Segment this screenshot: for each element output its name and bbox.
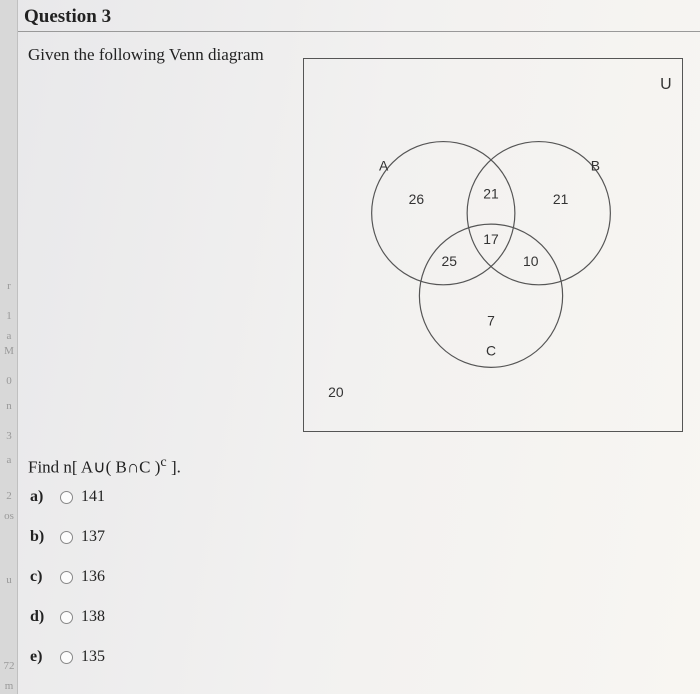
question-title: Question 3 <box>24 6 111 28</box>
option-d[interactable]: d) 138 <box>30 608 105 626</box>
radio-icon[interactable] <box>60 531 73 544</box>
option-value: 135 <box>81 648 105 666</box>
edge-sliver: u <box>0 574 18 586</box>
region-bc: 10 <box>523 253 539 269</box>
option-letter: b) <box>30 528 52 546</box>
edge-sliver: a <box>0 330 18 342</box>
option-e[interactable]: e) 135 <box>30 648 105 666</box>
edge-sliver: n <box>0 400 18 412</box>
prompt-text: Given the following Venn diagram <box>28 45 264 65</box>
edge-sliver: M <box>0 345 18 357</box>
venn-label-b: B <box>591 157 600 173</box>
option-value: 137 <box>81 528 105 546</box>
edge-sliver: 1 <box>0 310 18 322</box>
option-letter: e) <box>30 648 52 666</box>
radio-icon[interactable] <box>60 571 73 584</box>
edge-sliver: os <box>0 510 18 522</box>
radio-icon[interactable] <box>60 491 73 504</box>
option-letter: a) <box>30 488 52 506</box>
option-value: 136 <box>81 568 105 586</box>
option-value: 141 <box>81 488 105 506</box>
region-ab: 21 <box>483 185 499 201</box>
region-abc: 17 <box>483 231 499 247</box>
edge-sliver: 3 <box>0 430 18 442</box>
option-b[interactable]: b) 137 <box>30 528 105 546</box>
options-list: a) 141 b) 137 c) 136 d) 138 e) 135 <box>30 488 105 688</box>
edge-sliver: 72 <box>0 660 18 672</box>
venn-diagram: U A B C 26 21 7 21 25 10 17 20 <box>304 59 682 431</box>
option-value: 138 <box>81 608 105 626</box>
region-ac: 25 <box>442 253 458 269</box>
radio-icon[interactable] <box>60 611 73 624</box>
venn-label-c: C <box>486 342 496 358</box>
option-letter: c) <box>30 568 52 586</box>
edge-sliver: 0 <box>0 375 18 387</box>
title-rule <box>18 31 700 32</box>
region-b-only: 21 <box>553 191 569 207</box>
venn-u-label: U <box>660 76 672 93</box>
option-a[interactable]: a) 141 <box>30 488 105 506</box>
edge-sliver: m <box>0 680 18 692</box>
option-c[interactable]: c) 136 <box>30 568 105 586</box>
venn-label-a: A <box>379 157 389 173</box>
region-c-only: 7 <box>487 313 495 329</box>
question-text: Find n[ A∪( B∩C )c ]. <box>28 454 181 478</box>
venn-universe-frame: U A B C 26 21 7 21 25 10 17 20 <box>303 58 683 432</box>
region-a-only: 26 <box>409 191 425 207</box>
option-letter: d) <box>30 608 52 626</box>
edge-sliver: a <box>0 454 18 466</box>
region-outside: 20 <box>328 384 344 400</box>
edge-sliver: 2 <box>0 490 18 502</box>
radio-icon[interactable] <box>60 651 73 664</box>
edge-sliver: r <box>0 280 18 292</box>
venn-circle-b <box>467 142 610 285</box>
